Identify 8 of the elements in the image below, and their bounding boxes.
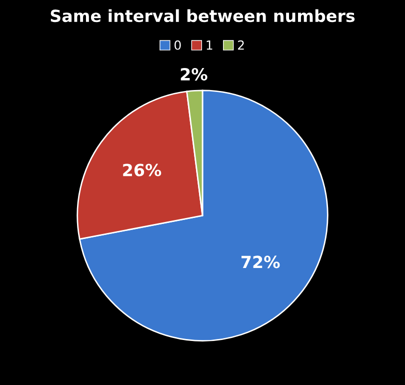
pie-slice bbox=[78, 90, 328, 342]
chart-title: Same interval between numbers bbox=[50, 9, 355, 22]
legend-label: 2 bbox=[238, 40, 244, 50]
data-label: 26% bbox=[123, 164, 162, 176]
legend-label: 1 bbox=[206, 40, 212, 50]
legend-label: 0 bbox=[174, 40, 181, 50]
data-label: 72% bbox=[242, 256, 280, 268]
data-label: 2% bbox=[180, 68, 208, 81]
